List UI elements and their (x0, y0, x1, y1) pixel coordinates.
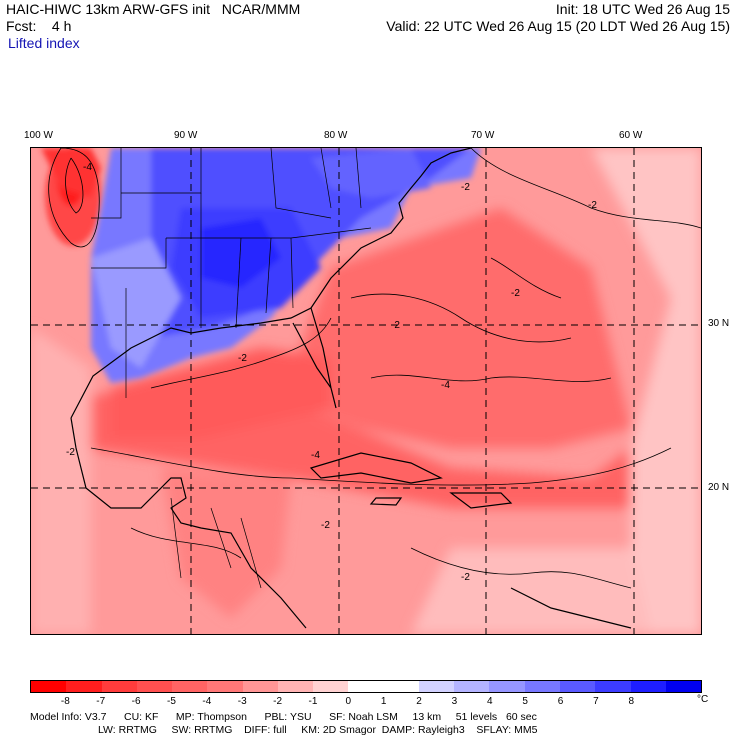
color-scale-tick-label: -5 (167, 696, 176, 707)
color-scale-cell (595, 681, 631, 692)
model-info-line2: LW: RRTMG SW: RRTMG DIFF: full KM: 2D Sm… (98, 724, 537, 736)
color-scale-tick-label: -8 (60, 696, 70, 707)
color-scale-tick-label: 2 (416, 696, 422, 707)
header-left: HAIC-HIWC 13km ARW-GFS init NCAR/MMM Fcs… (6, 1, 300, 35)
fcst-value: 4 h (51, 18, 72, 34)
color-scale-tick-label: 0 (345, 696, 352, 707)
contour-label: -4 (311, 450, 320, 461)
lat-lon-grid (31, 148, 701, 634)
unit-label: °C (697, 694, 709, 705)
color-scale-cell (630, 681, 666, 692)
header-right: Init: 18 UTC Wed 26 Aug 15 Valid: 22 UTC… (386, 1, 730, 35)
color-scale-cell (383, 681, 419, 692)
color-scale-cell (136, 681, 173, 692)
color-scale-tick-label: -6 (131, 696, 141, 707)
color-scale-cell (66, 681, 102, 692)
lon-label-90w: 90 W (174, 130, 198, 141)
lat-label-30n: 30 N (708, 318, 730, 329)
contour-label: -2 (588, 200, 597, 211)
color-scale-tick-label: -2 (273, 696, 283, 707)
contour-label: -2 (321, 520, 330, 531)
contour-label-group: -4 -2 -2 -2 -2 -2 -2 -2 -4 -4 -2 (66, 162, 597, 583)
timestep: 60 sec (505, 711, 537, 723)
lat-label-20n: 20 N (708, 482, 730, 493)
color-scale-cell (489, 681, 525, 692)
color-scale-cell (524, 681, 560, 692)
sf-scheme: SF: Noah LSM (329, 711, 398, 723)
color-scale-cell (172, 681, 208, 692)
fcst-label: Fcst: (6, 18, 37, 34)
init-time: Init: 18 UTC Wed 26 Aug 15 (555, 1, 730, 17)
color-scale-tick-label: 3 (451, 696, 458, 707)
contours (48, 148, 701, 589)
sflay-scheme: SFLAY: MM5 (476, 724, 538, 736)
color-scale-tick-label: -4 (202, 696, 212, 707)
color-scale-cell (101, 681, 137, 692)
color-scale-cell (348, 681, 384, 692)
color-scale-bar (30, 680, 702, 693)
color-scale-cell (277, 681, 314, 692)
contour-label: -2 (511, 288, 520, 299)
color-scale-tick-label: 7 (593, 696, 599, 707)
sw-scheme: SW: RRTMG (171, 724, 233, 736)
contour-label: -4 (83, 162, 92, 173)
color-scale-tick-label: 1 (380, 696, 387, 707)
km-scheme: KM: 2D Smagor (301, 724, 376, 736)
color-scale-tick-label: 4 (487, 696, 493, 707)
mp-scheme: MP: Thompson (175, 711, 247, 723)
color-scale-tick-label: -3 (237, 696, 247, 707)
contour-label: -2 (238, 353, 247, 364)
lon-label-80w: 80 W (324, 130, 348, 141)
contour-label: -2 (461, 572, 470, 583)
contour-label: -2 (66, 447, 75, 458)
contour-label: -2 (391, 320, 400, 331)
contour-label: -2 (461, 182, 470, 193)
color-scale-tick-label: -7 (96, 696, 106, 707)
color-scale-tick-label: -1 (308, 696, 318, 707)
resolution: 13 km (412, 711, 442, 723)
state-borders (91, 148, 372, 589)
lon-label-70w: 70 W (471, 130, 495, 141)
lon-label-100w: 100 W (24, 130, 53, 141)
model-info-line1: Model Info: V3.7 CU: KF MP: Thompson PBL… (30, 711, 537, 723)
color-scale-cell (454, 681, 490, 692)
color-scale-tick-label: 8 (628, 696, 635, 707)
cu-scheme: CU: KF (123, 711, 159, 723)
stable-region (91, 148, 481, 383)
model-version: Model Info: V3.7 (30, 711, 107, 723)
lifted-index-map: -4 -2 -2 -2 -2 -2 -2 -2 -4 -4 -2 (30, 147, 702, 635)
color-scale-cell (313, 681, 349, 692)
color-scale-tick-label: 5 (522, 696, 528, 707)
pbl-scheme: PBL: YSU (264, 711, 312, 723)
texas-hotspot (41, 148, 101, 246)
valid-time: Valid: 22 UTC Wed 26 Aug 15 (20 LDT Wed … (386, 18, 730, 34)
damp-scheme: DAMP: Rayleigh3 (381, 724, 465, 736)
coastlines (70, 148, 632, 629)
center-name: NCAR/MMM (221, 1, 301, 17)
model-title: HAIC-HIWC 13km ARW-GFS init (6, 1, 211, 17)
color-scale-cell (207, 681, 243, 692)
diff-scheme: DIFF: full (244, 724, 287, 736)
variable-name: Lifted index (8, 35, 80, 51)
lw-scheme: LW: RRTMG (98, 724, 157, 736)
levels: 51 levels (455, 711, 498, 723)
color-scale-cell (418, 681, 455, 692)
color-scale-cell (559, 681, 596, 692)
lon-label-60w: 60 W (619, 130, 643, 141)
color-scale-cell (242, 681, 278, 692)
color-scale-cell (31, 681, 67, 692)
color-scale-cell (665, 681, 702, 692)
contour-label: -4 (441, 380, 450, 391)
color-scale-tick-label: 6 (557, 696, 564, 707)
